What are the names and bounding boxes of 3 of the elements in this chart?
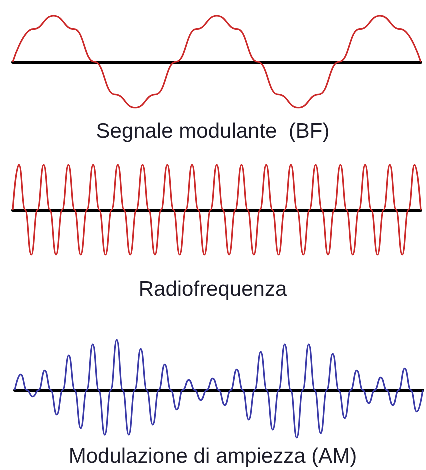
x-axis-title: Modulazione di ampiezza (AM) (68, 445, 358, 468)
x-axis-title: Segnale modulante (BF) (96, 120, 330, 143)
x-axis-title: Radiofrequenza (138, 278, 288, 301)
